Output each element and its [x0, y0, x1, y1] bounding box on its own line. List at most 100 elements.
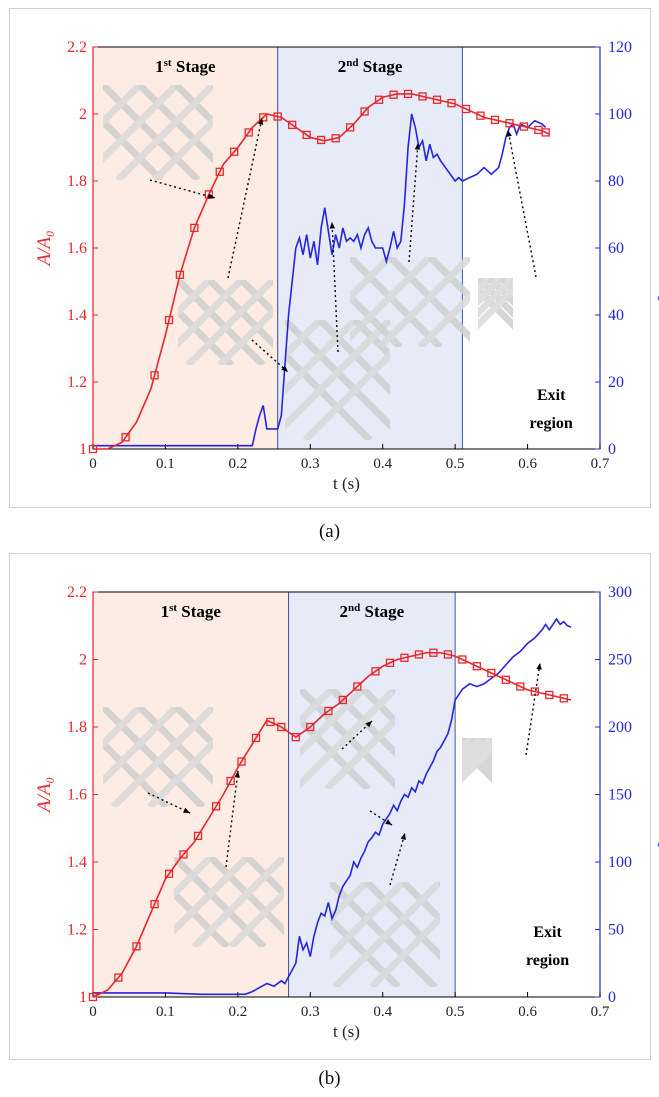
inset-a4-strut [350, 292, 403, 347]
annotation-arrow [525, 662, 541, 756]
series-area-marker [277, 722, 286, 732]
annotation-arrow [251, 339, 289, 373]
annotation-arrow [149, 179, 216, 199]
inset-b5-strut [462, 738, 485, 763]
exit-label-line1: Exit [537, 387, 566, 404]
y-right-tick-label: 20 [608, 374, 624, 391]
y-left-tick-label: 1 [79, 441, 87, 458]
inset-b4 [330, 882, 440, 987]
inset-a1-strut [103, 116, 164, 180]
inset-a2-strut [178, 306, 234, 365]
inset-b3-strut [300, 689, 395, 789]
inset-a3-strut [285, 320, 323, 360]
series-area-marker [447, 98, 456, 108]
inset-a3-strut [302, 350, 390, 440]
y-left-tick-label: 2.2 [67, 584, 87, 601]
inset-a5 [478, 278, 513, 330]
y-right-tick-label: 0 [608, 989, 616, 1006]
series-area-marker [179, 850, 188, 859]
y-left-tick-label: 1 [79, 989, 87, 1006]
annotation-arrowhead [183, 807, 190, 813]
series-area-marker [211, 802, 221, 811]
inset-a5-strut [478, 278, 513, 318]
x-tick-label: 0.1 [156, 1004, 175, 1020]
inset-a4-strut [417, 292, 470, 347]
series-area-marker [288, 120, 297, 130]
inset-b1-strut [103, 707, 143, 749]
y-left-tick-label: 2 [79, 652, 87, 669]
x-tick-label: 0.3 [301, 1004, 320, 1020]
x-tick-label: 0.1 [156, 456, 175, 472]
series-area-marker [164, 315, 174, 325]
inset-a3 [285, 320, 390, 440]
series-area-marker [175, 270, 185, 279]
series-area-marker [432, 95, 442, 104]
annotation-arrow [341, 720, 373, 750]
series-area-marker [516, 682, 525, 691]
inset-a3-strut [285, 350, 373, 440]
stage-region-2 [277, 46, 463, 450]
series-area-marker [559, 694, 568, 703]
series-area-marker [501, 675, 510, 684]
inset-a2-strut [178, 280, 213, 317]
series-area-marker [476, 111, 485, 120]
series-area-marker [505, 119, 514, 128]
annotation-arrow [389, 832, 406, 886]
inset-a1-strut [137, 85, 213, 164]
x-tick-label: 0.7 [591, 456, 610, 472]
annotation-arrowhead [329, 222, 336, 229]
annotation-arrowhead [400, 833, 406, 840]
series-area-marker [345, 123, 355, 132]
series-area-marker [302, 130, 311, 140]
x-tick-label: 0.4 [373, 456, 392, 472]
y-left-axis-label: A/A₀ [34, 230, 55, 267]
exit-label-line2: region [530, 415, 573, 432]
series-area-marker [429, 648, 438, 657]
inset-a4-strut [377, 257, 470, 347]
series-area-marker [114, 973, 123, 982]
annotation-arrowhead [234, 771, 240, 778]
y-right-tick-label: 150 [608, 787, 632, 804]
series-area-marker [88, 444, 98, 454]
x-tick-label: 0.2 [228, 456, 247, 472]
annotation-arrowhead [414, 143, 421, 150]
inset-a2-strut [217, 306, 273, 365]
inset-b2-strut [228, 888, 284, 947]
y-right-tick-label: 60 [608, 240, 624, 257]
inset-a4 [350, 257, 470, 347]
inset-b4-strut [332, 882, 440, 987]
series-area-marker [316, 135, 326, 145]
inset-b4-strut [369, 913, 440, 987]
x-tick-label: 0.7 [591, 1004, 610, 1020]
series-area-marker [306, 722, 315, 732]
series-area-marker [541, 128, 550, 137]
inset-a1-strut [173, 85, 213, 127]
annotation-arrowhead [385, 819, 392, 825]
inset-b2-strut [191, 857, 284, 947]
inset-b3-strut [300, 689, 366, 758]
inset-a5-strut [478, 278, 504, 307]
inset-a1-strut [103, 85, 106, 90]
series-area-marker [291, 732, 300, 742]
x-axis-label: t (s) [333, 1022, 360, 1041]
inset-a2-strut [185, 280, 273, 365]
series-area-marker [251, 733, 261, 743]
series-area-marker [164, 869, 174, 878]
series-area-marker [443, 650, 453, 659]
series-area-marker [244, 128, 253, 137]
inset-a3-strut [285, 320, 390, 430]
inset-b3 [300, 689, 395, 789]
y-right-tick-label: 300 [608, 584, 632, 601]
y-right-axis-label: Number of drops [657, 730, 659, 860]
inset-a1-strut [103, 85, 201, 180]
annotation-arrowhead [208, 193, 215, 199]
annotation-arrow [507, 129, 537, 278]
inset-a3-strut [285, 320, 358, 395]
inset-a4-strut [350, 257, 393, 302]
annotation-arrow [225, 770, 239, 868]
series-area-marker [487, 668, 496, 678]
inset-a4-strut [350, 257, 433, 342]
series-area-marker [353, 682, 362, 691]
inset-a1-strut [103, 85, 143, 127]
annotation-arrowhead [536, 663, 542, 670]
